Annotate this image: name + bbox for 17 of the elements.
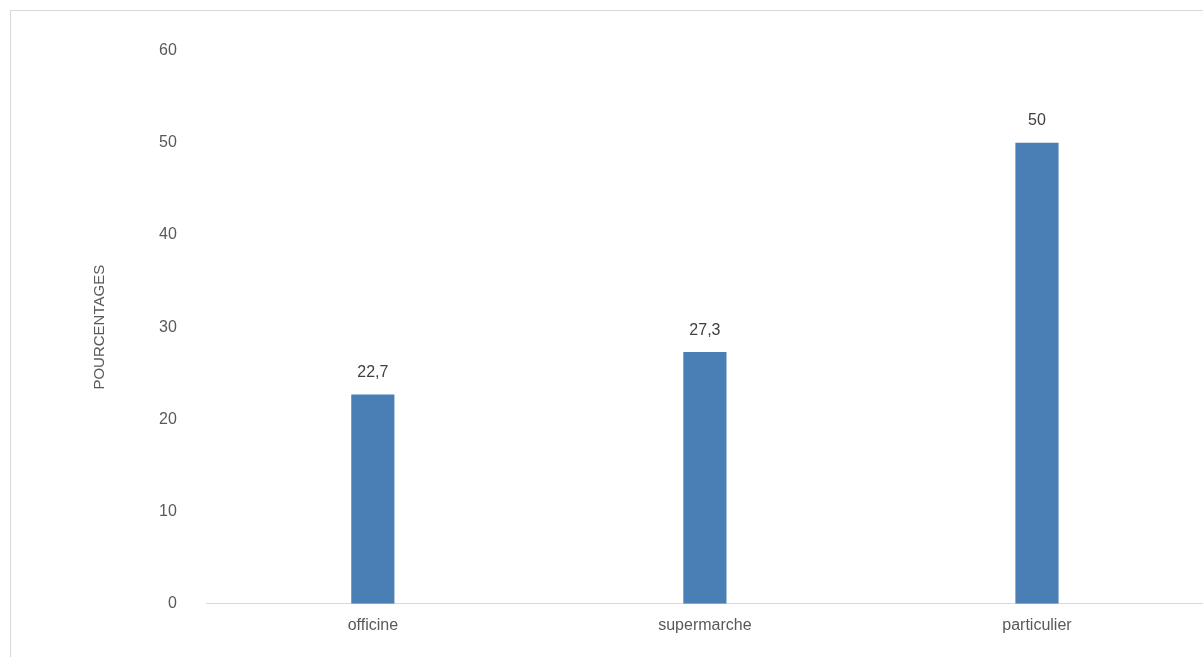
x-tick-label: officine	[347, 615, 399, 633]
y-tick-label: 40	[159, 225, 177, 243]
data-label: 22,7	[357, 362, 389, 380]
bar	[683, 352, 727, 604]
bar	[1015, 142, 1059, 604]
bar	[351, 394, 395, 604]
data-label: 50	[1028, 111, 1046, 129]
y-tick-label: 20	[159, 409, 177, 427]
x-tick-label: supermarche	[658, 615, 752, 633]
y-tick-label: 30	[159, 317, 177, 335]
y-tick-label: 60	[159, 41, 177, 59]
y-tick-label: 50	[159, 133, 177, 151]
x-tick-label: particulier	[1002, 615, 1073, 633]
y-tick-label: 10	[159, 502, 177, 520]
y-axis-title: POURCENTAGES	[90, 264, 108, 390]
data-label: 27,3	[689, 320, 721, 338]
y-tick-label: 0	[167, 594, 177, 612]
